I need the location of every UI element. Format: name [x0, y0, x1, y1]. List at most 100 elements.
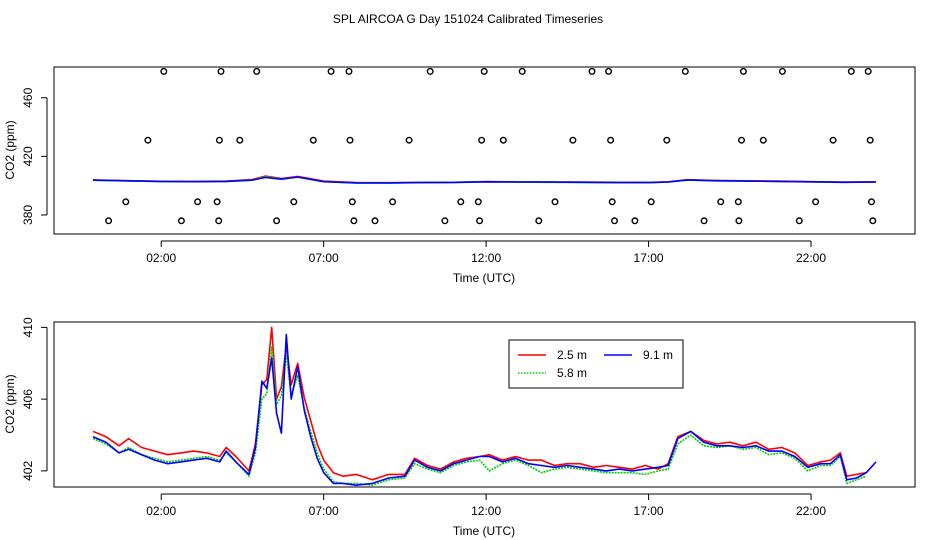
series-line-5-8-m — [92, 346, 867, 487]
calibration-point — [611, 217, 619, 225]
y-tick-label: 410 — [21, 317, 35, 337]
calibration-point — [647, 198, 655, 206]
calibration-point — [273, 217, 281, 225]
calibration-point — [478, 136, 486, 144]
calibration-point — [663, 136, 671, 144]
x-tick-label: 22:00 — [796, 504, 826, 518]
x-tick-label: 12:00 — [471, 504, 501, 518]
calibration-point — [480, 67, 488, 75]
top-plot-frame — [53, 66, 916, 235]
calibration-point — [535, 217, 543, 225]
calibration-point — [215, 136, 223, 144]
calibration-point — [474, 198, 482, 206]
calibration-point — [389, 198, 397, 206]
top-x-axis: 02:00 07:00 12:00 17:00 22:00 — [146, 240, 826, 265]
calibration-point — [759, 136, 767, 144]
y-tick-label: 402 — [21, 461, 35, 481]
calibration-point — [608, 198, 616, 206]
bottom-panel: 02:00 07:00 12:00 17:00 22:00 402 406 410 Time… — [3, 317, 916, 538]
calibration-point — [812, 198, 820, 206]
calibration-point — [588, 67, 596, 75]
calibration-point — [194, 198, 202, 206]
calibration-point — [735, 217, 743, 225]
bottom-y-axis: 402 406 410 — [21, 317, 48, 481]
x-tick-label: 17:00 — [634, 504, 664, 518]
chart-title: SPL AIRCOA G Day 151024 Calibrated Times… — [333, 12, 603, 26]
x-tick-label: 07:00 — [309, 504, 339, 518]
y-tick-label: 420 — [21, 146, 35, 166]
calibration-point — [847, 67, 855, 75]
calibration-point — [327, 67, 335, 75]
calibration-point — [122, 198, 130, 206]
bottom-x-axis-label: Time (UTC) — [453, 524, 515, 538]
calibration-point — [345, 67, 353, 75]
calibration-point — [739, 67, 747, 75]
legend-label-5-8m: 5.8 m — [557, 366, 587, 380]
y-tick-label: 380 — [21, 205, 35, 225]
calibration-point — [778, 67, 786, 75]
calibration-point — [795, 217, 803, 225]
calibration-point — [499, 136, 507, 144]
calibration-point — [864, 67, 872, 75]
legend-box — [508, 339, 684, 389]
series-line-9-1-m — [92, 176, 877, 184]
calibration-point — [631, 217, 639, 225]
calibration-point — [518, 67, 526, 75]
calibration-point — [405, 136, 413, 144]
calibration-point — [738, 136, 746, 144]
calibration-point — [829, 136, 837, 144]
calibration-point — [253, 67, 261, 75]
x-tick-label: 17:00 — [634, 251, 664, 265]
x-tick-label: 02:00 — [146, 504, 176, 518]
top-y-axis-label: CO2 (ppm) — [3, 120, 17, 179]
calibration-point — [346, 136, 354, 144]
calibration-point — [348, 198, 356, 206]
calibration-point — [868, 198, 876, 206]
legend-label-9-1m: 9.1 m — [643, 348, 673, 362]
bottom-y-axis-label: CO2 (ppm) — [3, 374, 17, 433]
y-tick-label: 460 — [21, 87, 35, 107]
calibration-point — [426, 67, 434, 75]
bottom-x-axis: 02:00 07:00 12:00 17:00 22:00 — [146, 493, 826, 518]
legend: 2.5 m 9.1 m 5.8 m — [508, 339, 684, 389]
series-line-9-1-m — [92, 333, 877, 487]
x-tick-label: 02:00 — [146, 251, 176, 265]
calibration-point — [290, 198, 298, 206]
calibration-point — [476, 217, 484, 225]
calibration-point — [569, 136, 577, 144]
calibration-point — [309, 136, 317, 144]
calibration-point — [144, 136, 152, 144]
x-tick-label: 12:00 — [471, 251, 501, 265]
series-line-2-5-m — [92, 326, 867, 481]
calibration-point — [160, 67, 168, 75]
top-plot-area — [92, 67, 877, 225]
bottom-plot-area — [92, 326, 877, 487]
calibration-point — [371, 217, 379, 225]
calibration-point — [734, 198, 742, 206]
calibration-point — [350, 217, 358, 225]
calibration-point — [700, 217, 708, 225]
bottom-plot-frame — [53, 321, 916, 488]
legend-label-2-5m: 2.5 m — [557, 348, 587, 362]
calibration-point — [457, 198, 465, 206]
calibration-point — [869, 217, 877, 225]
calibration-point — [605, 67, 613, 75]
calibration-point — [551, 198, 559, 206]
calibration-point — [217, 67, 225, 75]
calibration-point — [213, 198, 221, 206]
calibration-point — [681, 67, 689, 75]
calibration-point — [607, 136, 615, 144]
top-x-axis-label: Time (UTC) — [453, 271, 515, 285]
calibration-point — [441, 217, 449, 225]
calibration-point — [215, 217, 223, 225]
calibration-point — [236, 136, 244, 144]
top-y-axis: 380 420 460 — [21, 87, 48, 225]
calibration-point — [177, 217, 185, 225]
calibration-point — [866, 136, 874, 144]
calibration-point — [717, 198, 725, 206]
top-panel: 02:00 07:00 12:00 17:00 22:00 380 420 460 Time… — [3, 66, 916, 285]
x-tick-label: 07:00 — [309, 251, 339, 265]
calibration-point — [105, 217, 113, 225]
x-tick-label: 22:00 — [796, 251, 826, 265]
